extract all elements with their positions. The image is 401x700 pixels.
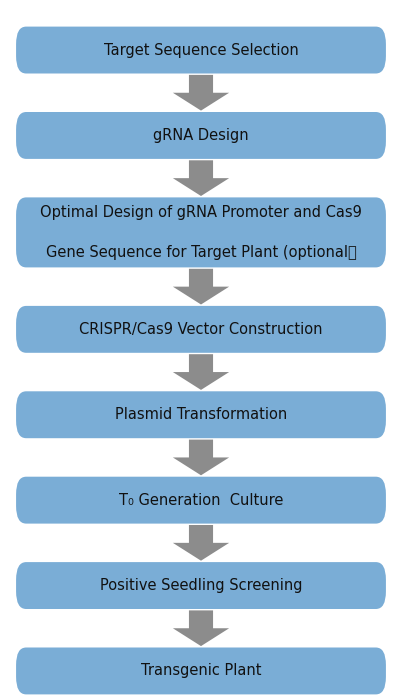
FancyArrow shape xyxy=(172,354,229,390)
FancyArrow shape xyxy=(172,440,229,475)
FancyArrow shape xyxy=(172,610,229,646)
FancyBboxPatch shape xyxy=(16,112,385,159)
Text: gRNA Design: gRNA Design xyxy=(153,128,248,143)
FancyArrow shape xyxy=(172,75,229,111)
Text: Target Sequence Selection: Target Sequence Selection xyxy=(103,43,298,57)
FancyArrow shape xyxy=(172,160,229,196)
FancyBboxPatch shape xyxy=(16,391,385,438)
Text: Optimal Design of gRNA Promoter and Cas9: Optimal Design of gRNA Promoter and Cas9 xyxy=(40,205,361,220)
FancyBboxPatch shape xyxy=(16,648,385,694)
Text: T₀ Generation  Culture: T₀ Generation Culture xyxy=(119,493,282,507)
Text: Plasmid Transformation: Plasmid Transformation xyxy=(115,407,286,422)
FancyBboxPatch shape xyxy=(16,197,385,267)
FancyBboxPatch shape xyxy=(16,562,385,609)
FancyArrow shape xyxy=(172,525,229,561)
FancyBboxPatch shape xyxy=(16,27,385,74)
FancyBboxPatch shape xyxy=(16,306,385,353)
Text: CRISPR/Cas9 Vector Construction: CRISPR/Cas9 Vector Construction xyxy=(79,322,322,337)
Text: Transgenic Plant: Transgenic Plant xyxy=(140,664,261,678)
Text: Positive Seedling Screening: Positive Seedling Screening xyxy=(99,578,302,593)
Text: Gene Sequence for Target Plant (optional）: Gene Sequence for Target Plant (optional… xyxy=(45,244,356,260)
FancyArrow shape xyxy=(172,269,229,304)
FancyBboxPatch shape xyxy=(16,477,385,524)
